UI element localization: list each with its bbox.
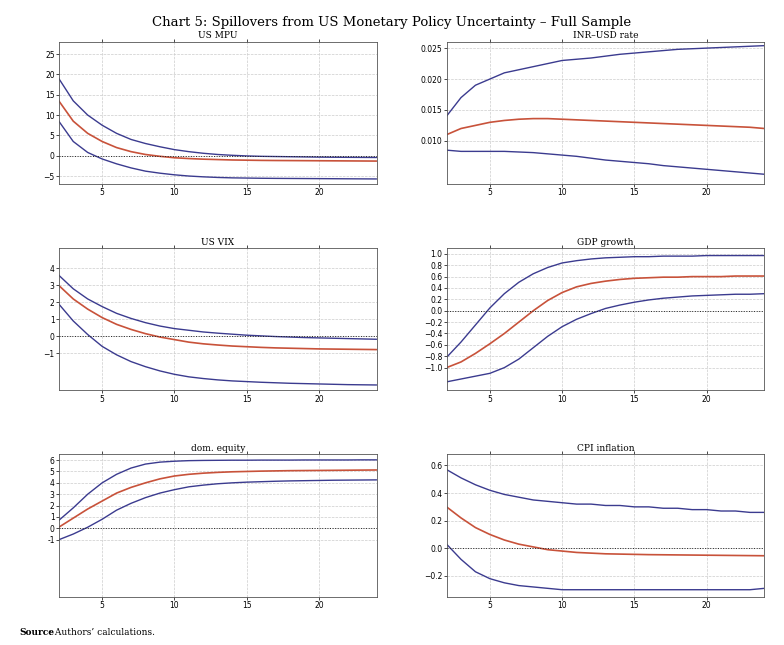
Title: INR–USD rate: INR–USD rate [573, 32, 638, 41]
Title: dom. equity: dom. equity [191, 444, 245, 453]
Title: CPI inflation: CPI inflation [577, 444, 634, 453]
Text: : Authors’ calculations.: : Authors’ calculations. [49, 628, 155, 637]
Text: Chart 5: Spillovers from US Monetary Policy Uncertainty – Full Sample: Chart 5: Spillovers from US Monetary Pol… [152, 16, 632, 29]
Title: GDP growth: GDP growth [577, 238, 633, 246]
Title: US MPU: US MPU [198, 32, 238, 41]
Text: Source: Source [20, 628, 55, 637]
Title: US VIX: US VIX [201, 238, 234, 246]
